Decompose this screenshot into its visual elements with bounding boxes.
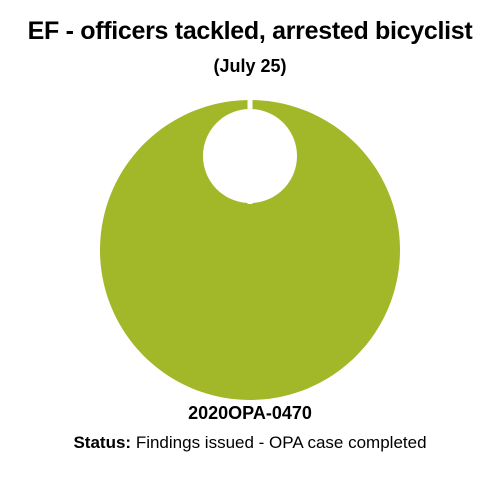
center-percentage-label: 100% bbox=[223, 240, 277, 263]
pie-slice bbox=[99, 100, 400, 401]
status-line: Status: Findings issued - OPA case compl… bbox=[0, 433, 500, 453]
status-text: Findings issued - OPA case completed bbox=[135, 433, 427, 452]
case-id: 2020OPA-0470 bbox=[188, 403, 312, 423]
status-label: Status: bbox=[73, 433, 132, 452]
chart-title: EF - officers tackled, arrested bicyclis… bbox=[27, 17, 473, 45]
chart-subtitle: (July 25) bbox=[213, 56, 287, 76]
